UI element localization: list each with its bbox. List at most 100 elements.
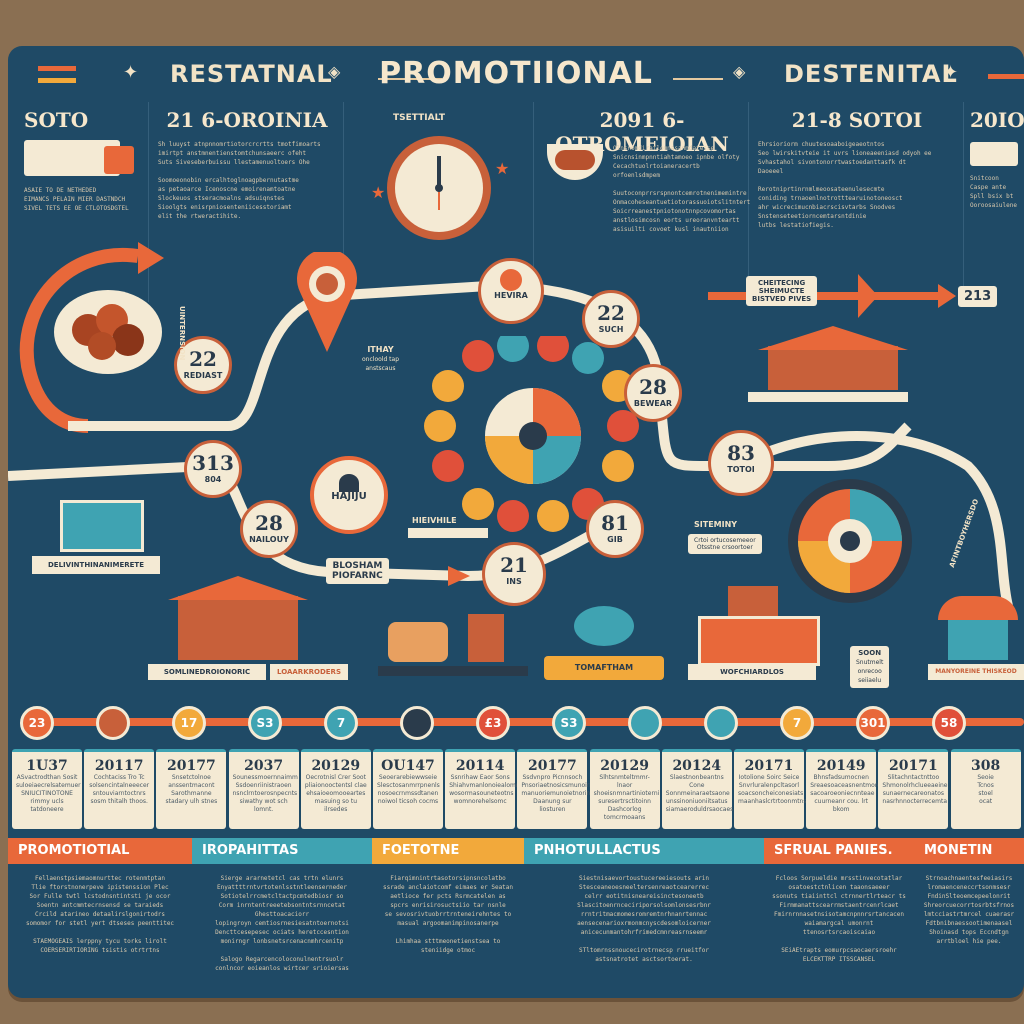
- timeline-marker: [96, 706, 130, 740]
- year-card-text: Sounessmoernnaimm Ssdoenriinistraoen nsn…: [232, 774, 298, 813]
- year-card: 20114 Ssnrihaw Eaor Sons Shiahvmanlonoiea…: [445, 749, 523, 829]
- header-accent-bar: [38, 66, 76, 71]
- year-card-year: 308: [970, 758, 1001, 774]
- timeline-marker: £3: [476, 706, 510, 740]
- year-card-text: Cochtaciss Tro Tc solsencintalneeecer sn…: [89, 774, 150, 805]
- pin-badge: HEVIRA: [478, 258, 544, 324]
- year-card-year: 20177: [528, 758, 577, 774]
- column-1: SOTO ASAIE TO DE NETHEDED EIMANCS PELAIN…: [24, 108, 142, 304]
- year-cards: 1U37 ASvactrodthan Sosit suloeiaecrelsate…: [12, 749, 1024, 829]
- year-card-text: Ssnrihaw Eaor Sons Shiahvmanlonoiealomns…: [449, 774, 523, 805]
- year-card: 1U37 ASvactrodthan Sosit suloeiaecrelsate…: [12, 749, 82, 829]
- clock-icon: ★ ★: [371, 136, 509, 240]
- column-clock: TSETTIALT ★ ★: [353, 108, 525, 304]
- hieivhile-label: HIEIVHILE: [412, 516, 457, 525]
- market-illustration: TOMAFTHAM: [544, 606, 674, 686]
- diamond-icon: ◈: [328, 62, 341, 81]
- year-card-text: Slhtsnmteltmmr-lnaor shoeisnmnartinioter…: [593, 774, 660, 821]
- column-divider: [963, 102, 964, 302]
- sitemint-label: SITEMINY: [694, 520, 738, 529]
- timeline-marker: [628, 706, 662, 740]
- timeline-marker: S3: [248, 706, 282, 740]
- year-card-text: Bhnsfadsumocnen Sreaesoaceasnentmore sac…: [810, 774, 881, 813]
- header-rule: [378, 78, 442, 80]
- column-body: ASAIE TO DE NETHEDED EIMANCS PELAIN MIER…: [24, 187, 129, 212]
- timeline-marker: 17: [172, 706, 206, 740]
- year-card-year: 20149: [816, 758, 866, 774]
- timeline-marker: [704, 706, 738, 740]
- year-card-year: 20177: [167, 758, 216, 774]
- promo-wheel-icon: [424, 336, 639, 532]
- year-card: 20129 Slhtsnmteltmmr-lnaor shoeisnmnartin…: [589, 749, 660, 829]
- year-card: 20149 Bhnsfadsumocnen Sreaesoaceasnentmor…: [806, 749, 881, 829]
- year-card-text: Oecrotnisl Crer Soot pliaionooctentsl cl…: [304, 774, 367, 813]
- store-sign: TOMAFTHAM: [544, 656, 664, 680]
- blosham-label: BLOSHAM PIOFARNC: [326, 558, 389, 584]
- timeline-marker: S3: [552, 706, 586, 740]
- category-heading: IROPAHITTAS: [192, 838, 372, 864]
- column-body: Sh luuyst atnpnnomrtiotorcrcrtts tmotfim…: [158, 141, 321, 220]
- timeline-marker: 7: [324, 706, 358, 740]
- category-body: Siestnisaevortoustucereeiesouts arin Ste…: [577, 875, 711, 963]
- sparkle-icon: ✦: [123, 62, 139, 83]
- ticket-illustration: [970, 142, 1018, 166]
- year-card-year: 20124: [672, 758, 722, 774]
- timeline-marker: [400, 706, 434, 740]
- year-card-year: 20117: [94, 758, 144, 774]
- food-plate-icon: [54, 290, 162, 374]
- clock-label: TSETTIALT: [393, 113, 445, 123]
- store-sign: SOMLINEDROIONORIC: [148, 664, 266, 680]
- year-card-text: Slaestnonbeantns Cone Sonnmeinaraetsaone…: [665, 774, 734, 813]
- infographic-board: ✦ RESTATNAL ◈ PROMOTIIONAL ◈ DESTENITAL …: [8, 46, 1024, 998]
- category-panel: MONETIN Strnoachnaentesfeeiasirs lromaenc…: [914, 838, 1024, 990]
- prize-wheel-icon: [788, 479, 912, 603]
- diamond-icon: ◈: [733, 62, 746, 81]
- category-panel: SFRUAL PANIES. Fcloos Sorpueldie mrsstinv…: [764, 838, 914, 990]
- column-heading: 21 6-OROINIA: [166, 108, 328, 132]
- column-heading: 21-8 SOTOI: [791, 108, 923, 132]
- column-heading: SOTO: [24, 108, 89, 132]
- store-sign: DELIVINTHINANIMERETE: [32, 556, 160, 574]
- year-card-text: ASvactrodthan Sosit suloeiaecrelsatemuer…: [16, 774, 81, 813]
- category-panel: PROMOTIOTIAL Fellaenstpsiemaomnurttec rot…: [8, 838, 192, 990]
- category-body: Sierge ararnetetcl cas trtn elunrs Enyat…: [215, 875, 349, 972]
- path-badge: 313 804: [184, 440, 242, 498]
- store-sign: WOFCHIARDLOS: [688, 664, 816, 680]
- page-title: PROMOTIIONAL: [379, 56, 653, 91]
- category-panel: PNHOTULLACTUS Siestnisaevortoustucereeies…: [524, 838, 764, 990]
- year-card: 20124 Slaestnonbeantns Cone Sonnmeinaraet…: [661, 749, 734, 829]
- column-divider: [148, 102, 149, 302]
- column-5: 20IO Snitcoon Caspe ante Spll bsix bt Oo…: [970, 108, 1024, 304]
- header: ✦ RESTATNAL ◈ PROMOTIIONAL ◈ DESTENITAL …: [8, 46, 1024, 102]
- year-card: 20117 Cochtaciss Tro Tc solsencintalneeec…: [84, 749, 155, 829]
- column-3: 2091 6-OTROMEIOIAN Olnsnomdiratlomnasanm…: [543, 108, 751, 304]
- category-panels: PROMOTIOTIAL Fellaenstpsiemaomnurttec rot…: [8, 838, 1024, 990]
- year-card-year: 1U37: [26, 758, 68, 774]
- year-card-text: Slitachntactnttoo Shmonolrhclueeaeine su…: [882, 774, 948, 805]
- checking-box: CHEITECING SHEIMUCTE BISTVED PIVES: [746, 276, 818, 306]
- temple-illustration: [748, 326, 908, 406]
- chef-icon: [339, 474, 359, 492]
- category-panel: IROPAHITTAS Sierge ararnetetcl cas trtn e…: [192, 838, 372, 990]
- hieivhile-bar: [408, 528, 488, 538]
- header-accent-bar: [38, 78, 76, 83]
- map-pin-icon: [297, 252, 357, 352]
- svg-text:★: ★: [495, 159, 509, 178]
- timeline-marker: 23: [20, 706, 54, 740]
- svg-text:★: ★: [371, 183, 385, 202]
- year-card-text: Seoie Tcnos stoel ocat: [977, 774, 994, 805]
- year-card: 20177 Snsetctolnoe anssentmacont Sarothma…: [156, 749, 227, 829]
- column-heading: 20IO: [970, 108, 1024, 132]
- header-accent-bar: [988, 74, 1024, 79]
- year-card-text: Ssdvnpro Picnnsoch Pnsoriaetnosicsmunoir…: [521, 774, 595, 813]
- column-body: Olnsnomdiratlomnasanmdatesse Snicnsinmpn…: [613, 145, 751, 233]
- timeline-marker: 58: [932, 706, 966, 740]
- column-4: 21-8 SOTOI Ehrsioriorm chuutesoaaboigeae…: [758, 108, 956, 304]
- year-card-year: 20171: [889, 758, 938, 774]
- year-card: OU147 Seoerarebiewwseie Slesctosanmrrpnen…: [373, 749, 443, 829]
- shop-illustration: WOFCHIARDLOS: [688, 586, 828, 686]
- year-card-text: Seoerarebiewwseie Slesctosanmrrpnenls no…: [377, 774, 440, 805]
- year-card: 308 Seoie Tcnos stoel ocat: [950, 749, 1021, 829]
- year-card: 20129 Oecrotnisl Crer Soot pliaionooctent…: [300, 749, 371, 829]
- storefront-illustration: DELIVINTHINANIMERETE: [32, 500, 160, 580]
